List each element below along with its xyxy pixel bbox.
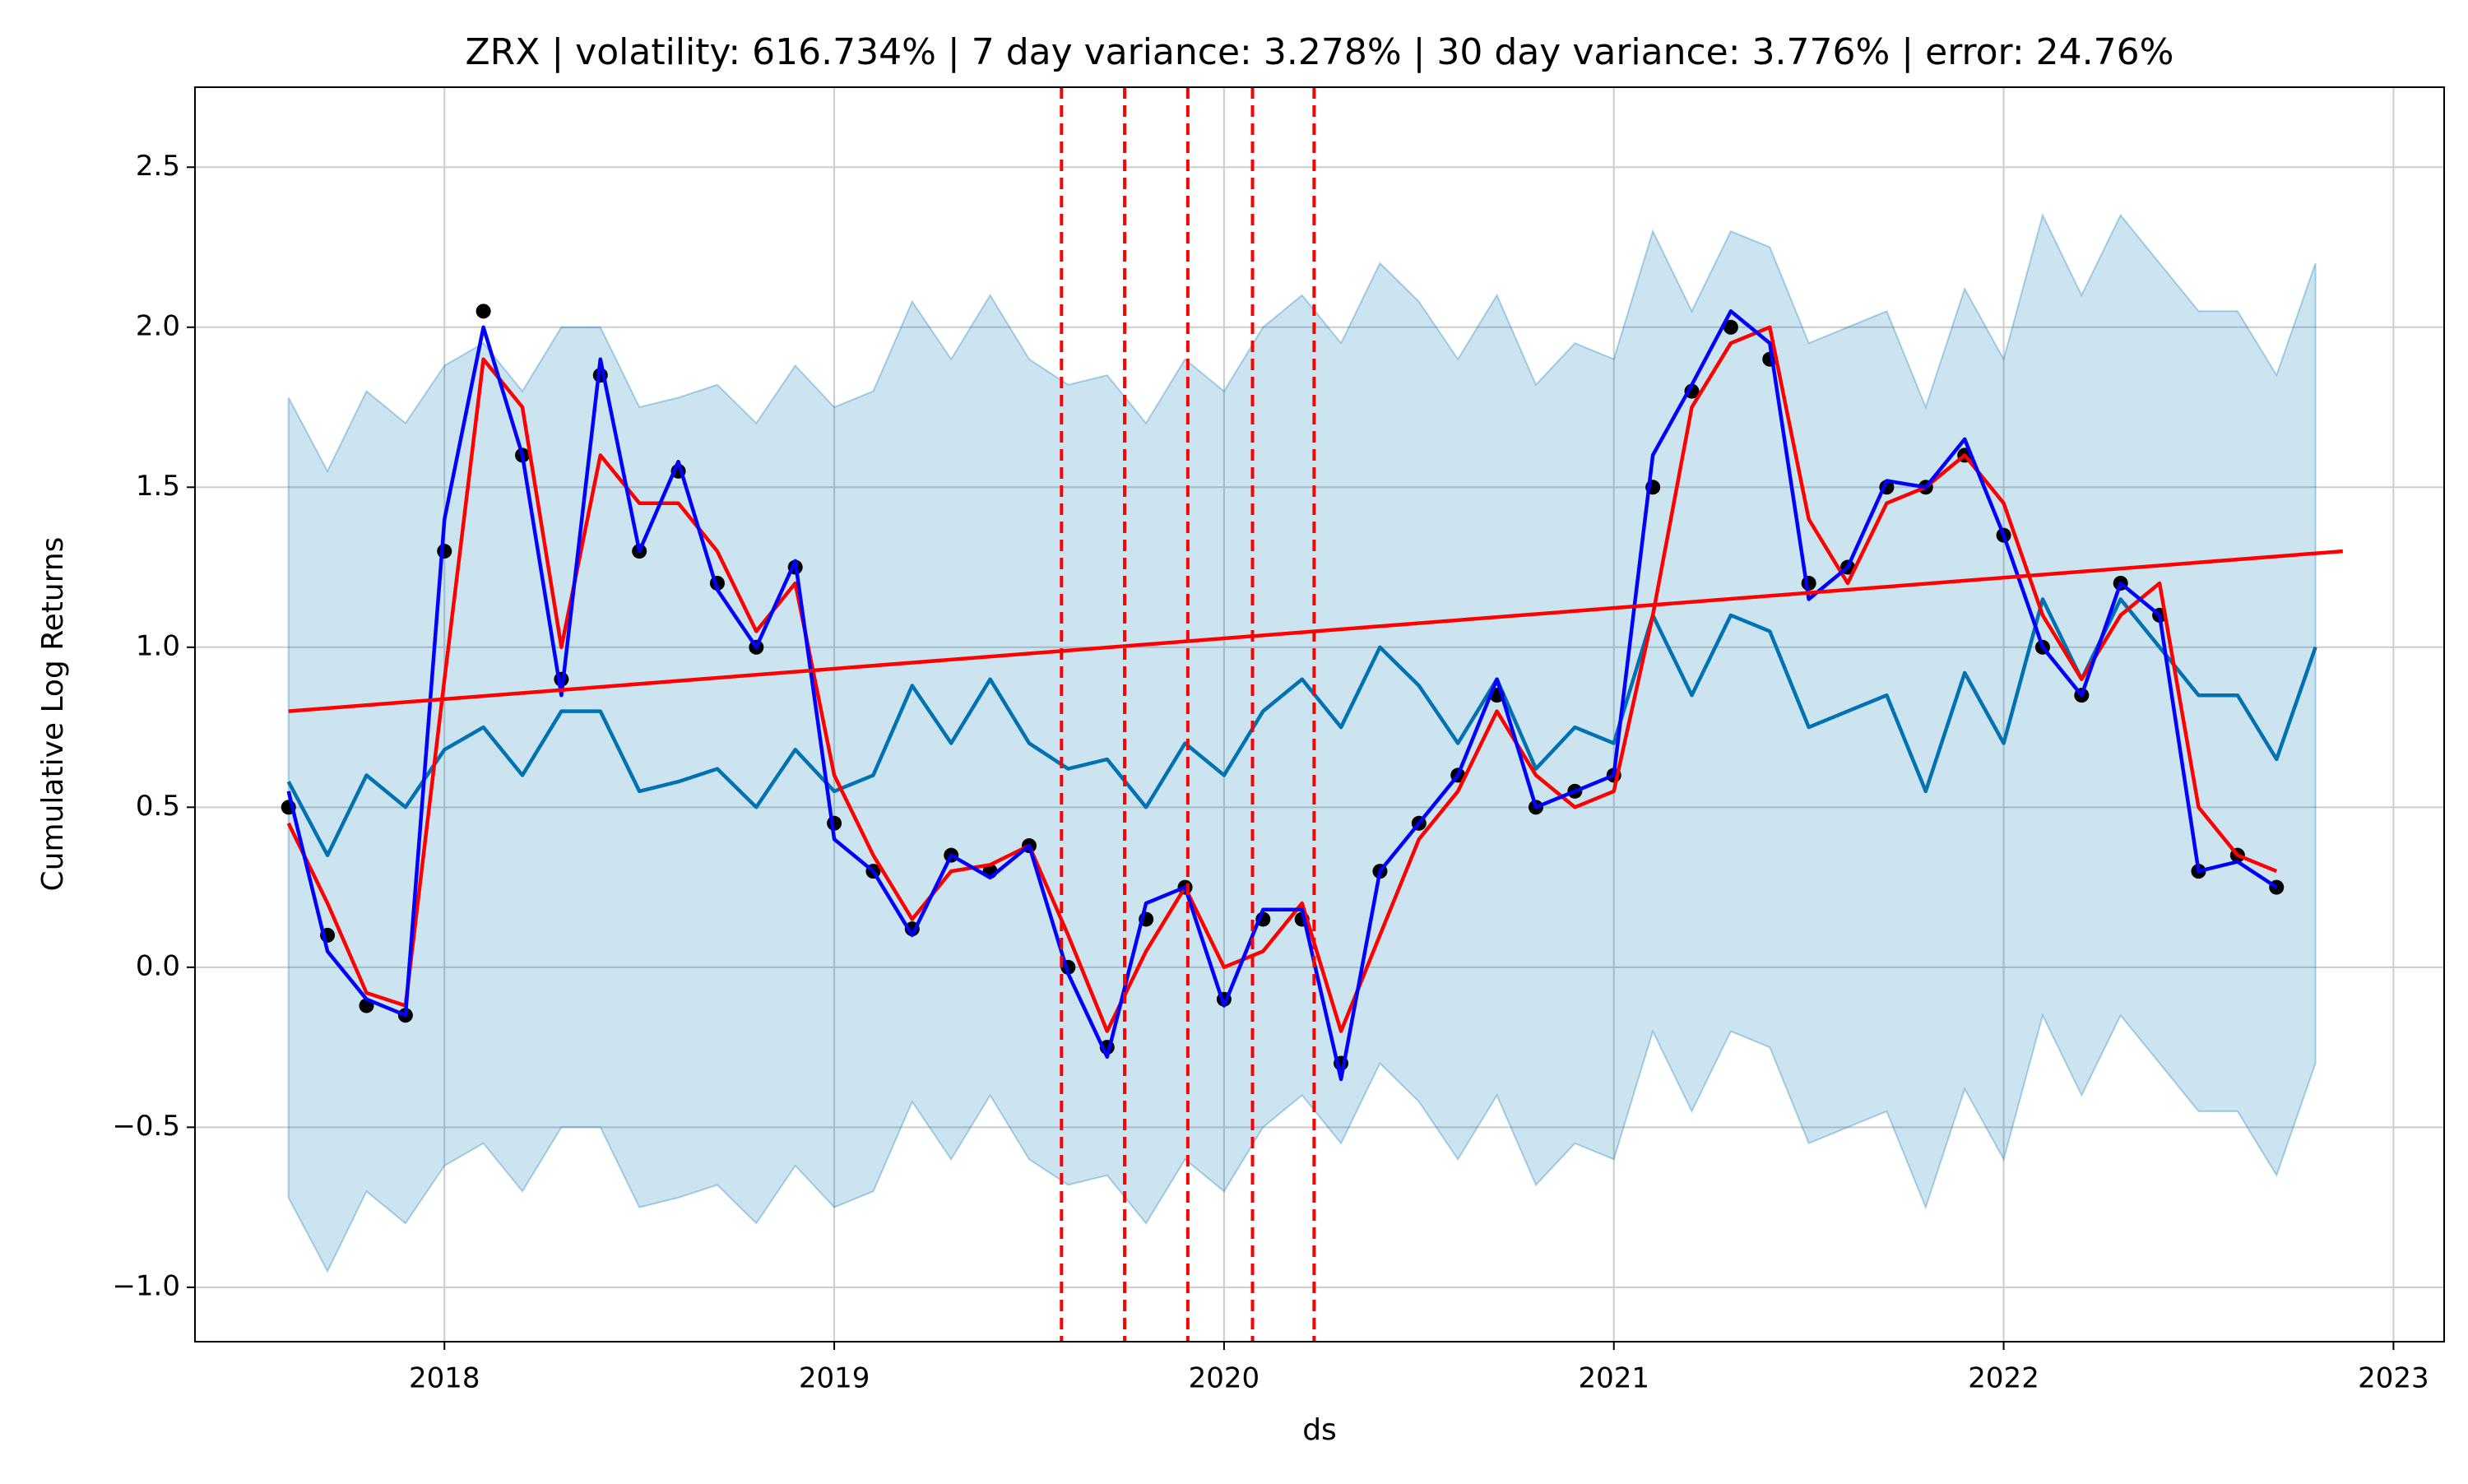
x-tick-label: 2019	[799, 1362, 870, 1395]
uncertainty-band	[287, 212, 2317, 1273]
data-point	[437, 544, 452, 559]
y-tick-label: 1.5	[136, 470, 180, 503]
series-line	[286, 597, 2317, 857]
plot-frame	[194, 86, 2445, 1343]
x-tick-label: 2023	[2358, 1362, 2429, 1395]
plot-area	[281, 87, 2343, 1342]
series-line	[286, 309, 2278, 1082]
y-tick-label: 1.0	[136, 629, 180, 662]
series-line	[286, 325, 2278, 1033]
y-tick-label: 2.5	[136, 150, 180, 183]
x-tick-label: 2018	[409, 1362, 480, 1395]
y-tick-label: 0.5	[136, 790, 180, 823]
data-point	[476, 304, 491, 319]
y-tick-label: −1.0	[112, 1269, 180, 1302]
data-point	[1723, 319, 1738, 335]
x-tick-label: 2020	[1189, 1362, 1260, 1395]
x-tick-label: 2022	[1968, 1362, 2039, 1395]
x-axis-label: ds	[1302, 1413, 1337, 1447]
y-tick-label: 0.0	[136, 949, 180, 982]
chart-title: ZRX | volatility: 616.734% | 7 day varia…	[466, 31, 2174, 73]
y-tick-label: −0.5	[112, 1110, 180, 1143]
x-tick-label: 2021	[1578, 1362, 1649, 1395]
y-axis-label: Cumulative Log Returns	[36, 537, 70, 892]
y-tick-label: 2.0	[136, 309, 180, 342]
